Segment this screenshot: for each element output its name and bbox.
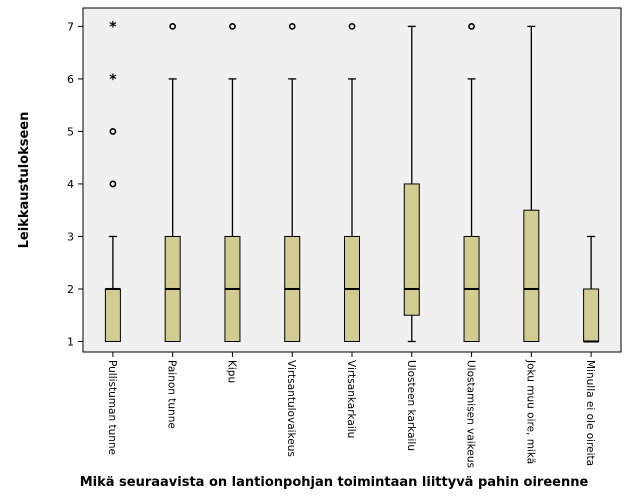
y-tick-label: 5 bbox=[67, 125, 74, 138]
box-5 bbox=[344, 22, 360, 342]
y-tick-label: 1 bbox=[67, 335, 74, 348]
box-body bbox=[104, 288, 121, 342]
box-9 bbox=[583, 235, 600, 343]
box-8 bbox=[523, 25, 540, 342]
box-1: ** bbox=[104, 19, 121, 342]
y-tick-label: 6 bbox=[67, 73, 74, 86]
x-axis: Pullistuman tunne Painon tunne Kipu Virtsan… bbox=[106, 352, 596, 468]
box-4 bbox=[284, 22, 301, 342]
box-body bbox=[403, 183, 420, 316]
x-tick-label: Minulla ei ole oireita bbox=[584, 360, 596, 466]
x-tick-label: Kipu bbox=[225, 360, 237, 383]
box-7 bbox=[463, 22, 480, 342]
x-tick-label: Virtsankarkailu bbox=[345, 360, 357, 438]
x-tick-label: Ulosteen karkailu bbox=[405, 360, 417, 451]
x-axis-title: Mikä seuraavista on lantionpohjan toimin… bbox=[80, 475, 589, 490]
x-tick-label: Virtsantulovaikeus bbox=[285, 360, 297, 457]
outlier-marker bbox=[288, 22, 296, 30]
outlier-marker bbox=[468, 22, 475, 30]
y-tick-label: 7 bbox=[67, 20, 74, 33]
outlier-marker bbox=[109, 180, 117, 188]
outlier-marker bbox=[169, 22, 177, 30]
box-body bbox=[583, 288, 600, 342]
box-6 bbox=[403, 25, 420, 343]
y-axis: 1 2 3 4 5 6 7 bbox=[67, 20, 83, 348]
x-tick-label: Joku muu oire, mikä bbox=[524, 359, 536, 464]
x-tick-label: Painon tunne bbox=[166, 360, 178, 429]
y-tick-label: 3 bbox=[67, 230, 74, 243]
x-tick-label: Pullistuman tunne bbox=[106, 360, 118, 455]
outlier-marker bbox=[229, 22, 236, 30]
box-3 bbox=[224, 22, 241, 342]
box-body bbox=[523, 209, 540, 342]
x-tick-label: Ulostamisen vaikeus bbox=[465, 360, 477, 468]
extreme-marker: * bbox=[109, 72, 117, 88]
extreme-marker: * bbox=[109, 19, 117, 35]
y-tick-label: 4 bbox=[67, 178, 74, 191]
y-tick-label: 2 bbox=[67, 283, 74, 296]
box-2 bbox=[164, 22, 181, 342]
outlier-marker bbox=[348, 22, 356, 30]
outlier-marker bbox=[109, 128, 117, 135]
box-series: ** bbox=[104, 19, 600, 343]
y-axis-title: Leikkaustulokseen bbox=[17, 112, 32, 249]
